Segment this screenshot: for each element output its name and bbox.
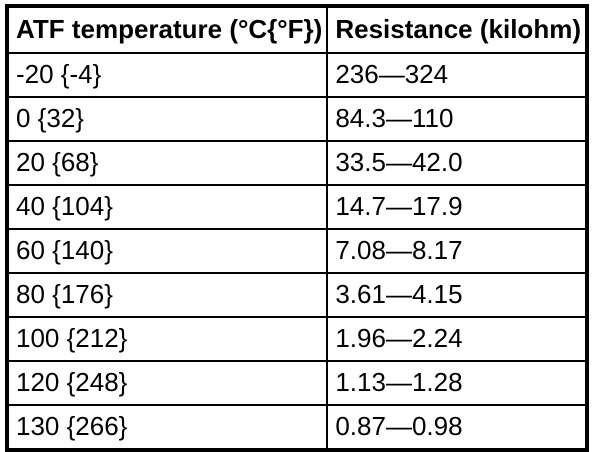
resistance-cell: 7.08—8.17 [326, 228, 588, 274]
table-row: 0 {32} 84.3—110 [5, 96, 588, 142]
resistance-cell: 0.87—0.98 [326, 404, 588, 451]
temperature-cell: -20 {-4} [5, 52, 329, 98]
temperature-cell: 130 {266} [5, 404, 329, 451]
temperature-cell: 60 {140} [5, 228, 329, 274]
temperature-cell: 40 {104} [5, 184, 329, 230]
column-header-temperature: ATF temperature (°C{°F}) [5, 5, 329, 54]
resistance-cell: 1.13—1.28 [326, 360, 588, 406]
atf-resistance-table: ATF temperature (°C{°F}) Resistance (kil… [5, 4, 589, 452]
resistance-cell: 14.7—17.9 [326, 184, 588, 230]
table-row: 60 {140} 7.08—8.17 [5, 228, 588, 274]
resistance-cell: 236—324 [326, 52, 588, 98]
resistance-cell: 1.96—2.24 [326, 316, 588, 362]
resistance-cell: 33.5—42.0 [326, 140, 588, 186]
table-body: -20 {-4} 236—324 0 {32} 84.3—110 20 {68} 33.5… [5, 52, 588, 451]
resistance-cell: 84.3—110 [326, 96, 588, 142]
temperature-cell: 20 {68} [5, 140, 329, 186]
temperature-cell: 0 {32} [5, 96, 329, 142]
table-header-row: ATF temperature (°C{°F}) Resistance (kil… [5, 5, 588, 54]
table-row: 130 {266} 0.87—0.98 [5, 404, 588, 451]
column-header-resistance: Resistance (kilohm) [326, 5, 588, 54]
temperature-cell: 80 {176} [5, 272, 329, 318]
resistance-cell: 3.61—4.15 [326, 272, 588, 318]
page: ATF temperature (°C{°F}) Resistance (kil… [5, 4, 589, 452]
table-row: -20 {-4} 236—324 [5, 52, 588, 98]
table-row: 40 {104} 14.7—17.9 [5, 184, 588, 230]
table-row: 120 {248} 1.13—1.28 [5, 360, 588, 406]
temperature-cell: 120 {248} [5, 360, 329, 406]
table-row: 80 {176} 3.61—4.15 [5, 272, 588, 318]
table-row: 20 {68} 33.5—42.0 [5, 140, 588, 186]
temperature-cell: 100 {212} [5, 316, 329, 362]
table-row: 100 {212} 1.96—2.24 [5, 316, 588, 362]
